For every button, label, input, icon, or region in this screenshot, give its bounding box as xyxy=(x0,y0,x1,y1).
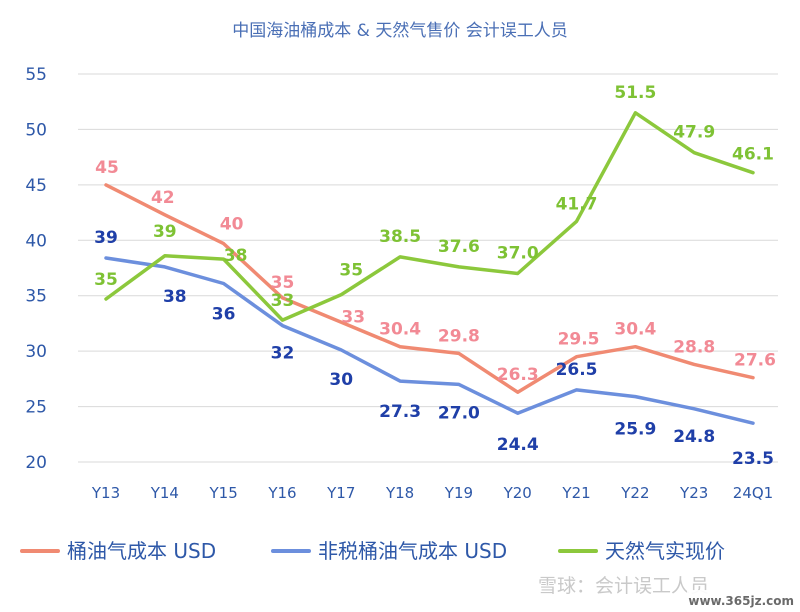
data-label: 47.9 xyxy=(673,123,715,143)
data-label: 26.3 xyxy=(497,365,539,385)
data-label: 25.9 xyxy=(614,420,656,440)
y-tick-label: 30 xyxy=(25,342,47,362)
y-tick-label: 25 xyxy=(25,398,47,418)
y-tick-label: 20 xyxy=(25,453,47,473)
data-label: 40 xyxy=(220,215,244,235)
x-tick-label: Y16 xyxy=(267,484,296,502)
x-tick-label: Y20 xyxy=(503,484,532,502)
y-tick-label: 50 xyxy=(25,120,47,140)
data-label: 29.5 xyxy=(558,330,600,350)
x-tick-label: Y22 xyxy=(620,484,649,502)
data-label: 41.7 xyxy=(556,194,598,214)
data-label: 42 xyxy=(151,188,175,208)
legend-label: 桶油气成本 USD xyxy=(67,539,216,563)
y-axis: 20 25 30 35 40 45 50 55 xyxy=(25,65,47,473)
data-label: 33 xyxy=(271,291,295,311)
data-label: 28.8 xyxy=(673,337,715,357)
y-tick-label: 40 xyxy=(25,231,47,251)
data-label: 51.5 xyxy=(614,83,656,103)
data-label: 45 xyxy=(95,158,119,178)
data-label: 37.0 xyxy=(497,244,539,264)
x-tick-label: Y13 xyxy=(91,484,120,502)
x-tick-label: Y23 xyxy=(679,484,708,502)
data-label: 30.4 xyxy=(379,320,421,340)
data-label: 39 xyxy=(94,228,118,248)
x-tick-label: Y19 xyxy=(444,484,473,502)
series-lines xyxy=(104,111,755,425)
series-line-1 xyxy=(104,256,755,425)
series-line-0 xyxy=(104,183,755,394)
data-label: 24.4 xyxy=(497,435,539,455)
data-label: 30.4 xyxy=(614,320,656,340)
data-label: 27.0 xyxy=(438,403,480,423)
data-label: 30 xyxy=(329,370,353,390)
x-tick-label: Y17 xyxy=(326,484,355,502)
data-label: 37.6 xyxy=(438,237,480,257)
data-label: 29.8 xyxy=(438,326,480,346)
watermark-text: 雪球：会计误工人员 xyxy=(538,575,709,597)
data-label: 38.5 xyxy=(379,227,421,247)
data-label: 35 xyxy=(271,273,295,293)
data-label: 35 xyxy=(94,270,118,290)
data-label: 27.3 xyxy=(379,402,421,422)
watermark: 雪球：会计误工人员 www.365jz.com xyxy=(538,575,799,610)
data-label: 23.5 xyxy=(732,449,774,469)
data-label: 36 xyxy=(212,305,236,325)
data-label: 24.8 xyxy=(673,427,715,447)
watermark-site: www.365jz.com xyxy=(688,594,794,608)
data-label: 33 xyxy=(341,307,365,327)
legend-label: 非税桶油气成本 USD xyxy=(318,539,507,563)
legend: 桶油气成本 USD 非税桶油气成本 USD 天然气实现价 xyxy=(20,539,725,563)
data-label: 46.1 xyxy=(732,145,774,165)
data-label: 27.6 xyxy=(734,351,776,371)
x-tick-label: Y21 xyxy=(561,484,590,502)
data-label: 35 xyxy=(339,261,363,281)
x-tick-label: Y18 xyxy=(385,484,414,502)
x-axis: Y13 Y14 Y15 Y16 Y17 Y18 Y19 Y20 Y21 Y22 Y23 24Q1 xyxy=(91,484,773,502)
y-tick-label: 45 xyxy=(25,176,47,196)
x-tick-label: 24Q1 xyxy=(733,484,773,502)
data-label: 39 xyxy=(153,222,177,242)
series-line-2 xyxy=(104,111,755,322)
watermark-site-background xyxy=(687,590,799,610)
x-tick-label: Y15 xyxy=(209,484,238,502)
x-tick-label: Y14 xyxy=(150,484,179,502)
chart-title: 中国海油桶成本 & 天然气售价 会计误工人员 xyxy=(232,21,567,41)
legend-label: 天然气实现价 xyxy=(605,539,725,563)
y-tick-label: 55 xyxy=(25,65,47,85)
data-label: 38 xyxy=(224,246,248,266)
data-label: 26.5 xyxy=(556,360,598,380)
data-label: 32 xyxy=(271,344,295,364)
data-label: 38 xyxy=(163,287,187,307)
y-tick-label: 35 xyxy=(25,287,47,307)
